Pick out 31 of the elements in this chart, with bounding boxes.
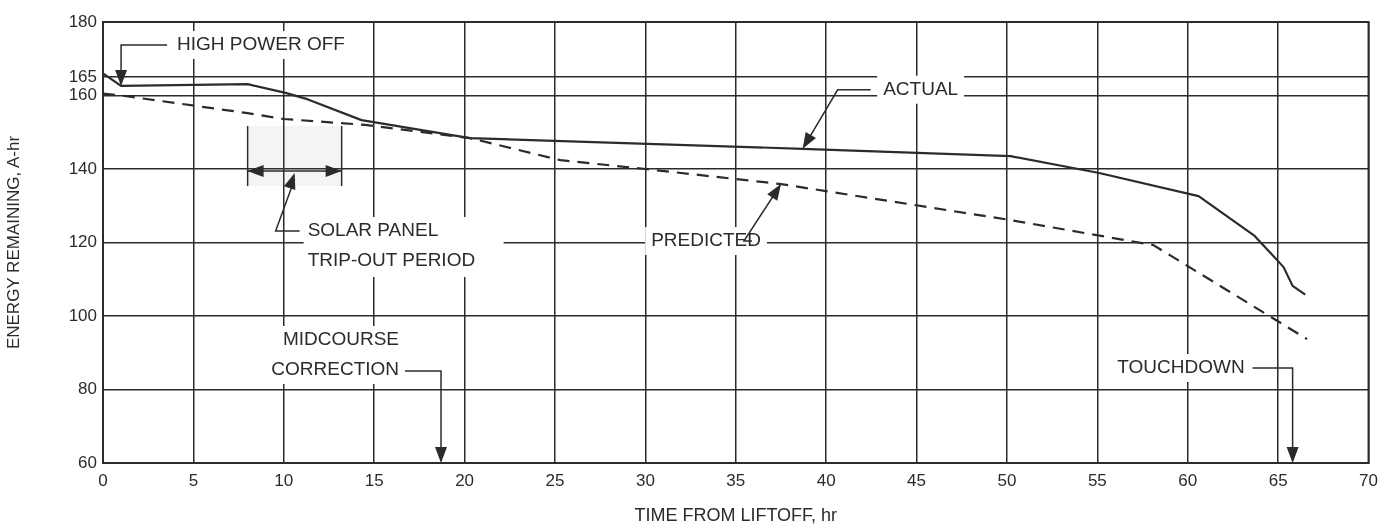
x-tick-label: 50: [997, 470, 1017, 490]
x-tick-label: 0: [98, 470, 108, 490]
annotation: TOUCHDOWN: [1117, 356, 1245, 378]
annotation: PREDICTED: [651, 229, 761, 251]
x-axis-title: TIME FROM LIFTOFF, hr: [634, 505, 838, 526]
y-tick-label: 60: [78, 452, 97, 472]
x-tick-label: 40: [816, 470, 836, 490]
band-label: SOLAR PANEL TRIP-OUT PERIOD: [307, 219, 476, 271]
y-tick-label: 80: [78, 379, 97, 399]
y-tick-label: 165: [68, 66, 97, 86]
annotation: MIDCOURSE CORRECTION: [271, 328, 400, 380]
x-tick-label: 65: [1268, 470, 1288, 490]
y-tick-label: 140: [68, 158, 97, 178]
x-tick-label: 20: [455, 470, 475, 490]
x-tick-label: 10: [274, 470, 294, 490]
annotation: HIGH POWER OFF: [177, 33, 345, 55]
x-tick-label: 45: [907, 470, 927, 490]
x-tick-label: 60: [1178, 470, 1198, 490]
x-tick-label: 55: [1087, 470, 1107, 490]
y-tick-label: 160: [68, 85, 97, 105]
x-tick-label: 30: [635, 470, 655, 490]
x-tick-label: 15: [364, 470, 384, 490]
y-tick-label: 120: [68, 232, 97, 252]
y-tick-label: 180: [68, 11, 97, 31]
y-axis-title: ENERGY REMAINING, A-hr: [3, 135, 23, 350]
x-tick-label: 25: [545, 470, 565, 490]
x-tick-label: 5: [188, 470, 199, 490]
y-tick-label: 100: [68, 305, 97, 325]
x-tick-label: 35: [726, 470, 746, 490]
annotation: ACTUAL: [883, 78, 959, 100]
x-tick-label: 70: [1359, 470, 1379, 490]
